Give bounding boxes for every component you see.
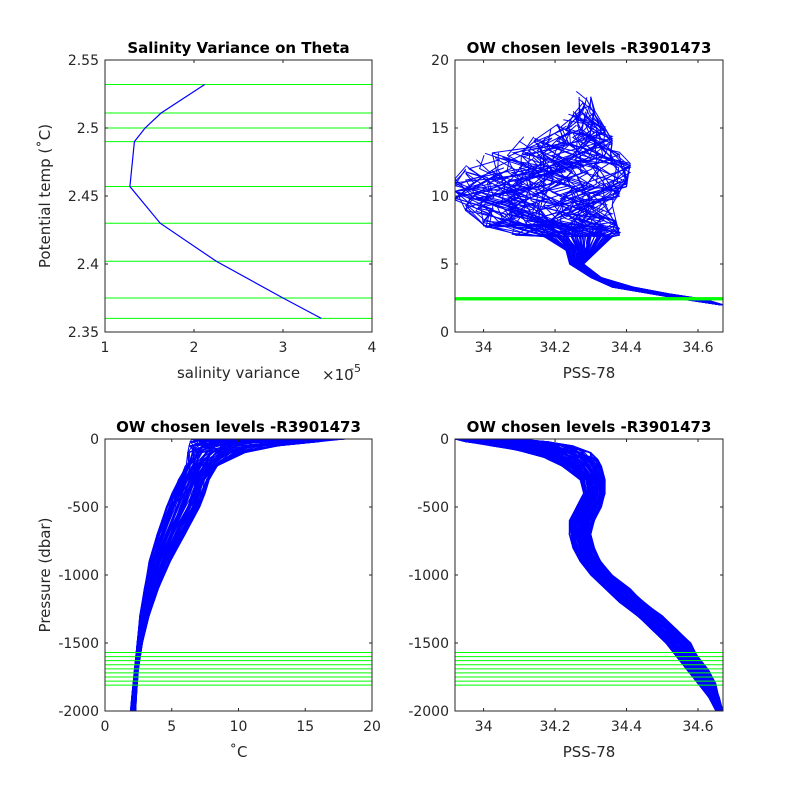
chart-title: OW chosen levels -R3901473 [116, 418, 361, 436]
profile-line [493, 439, 721, 711]
chosen-levels [455, 652, 723, 686]
plot-area [455, 91, 723, 306]
axes-background [105, 439, 372, 711]
y-tick-label: -2000 [58, 704, 99, 720]
x-tick-label: 34 [475, 340, 493, 356]
y-tick-label: -2000 [408, 704, 449, 720]
profile-line [575, 91, 723, 306]
panel-theta-vs-salinity: 34 34.2 34.4 34.6 0 5 10 15 20 OW chosen levels -… [431, 39, 724, 382]
x-tick-label: 10 [230, 719, 248, 735]
y-tick-label: 2.4 [77, 257, 99, 273]
x-axis-label: ˚C [230, 743, 248, 761]
x-tick-label: 15 [296, 719, 314, 735]
x-tick-label: 20 [363, 719, 381, 735]
x-tick-label: 2 [190, 340, 199, 356]
profiles [455, 439, 723, 711]
y-tick-label: 10 [431, 189, 449, 205]
x-tick-label: 34.2 [539, 719, 570, 735]
chart-title: OW chosen levels -R3901473 [467, 418, 712, 436]
x-exponent-power: -5 [350, 362, 361, 375]
profile-line [508, 439, 723, 711]
y-tick-label: 0 [440, 325, 449, 341]
plot-area [455, 439, 723, 711]
x-tick-label: 34.2 [539, 340, 570, 356]
y-tick-label: 20 [431, 53, 449, 69]
y-tick-label: 2.55 [68, 53, 99, 69]
variance-line [129, 83, 322, 319]
x-tick-label: 4 [368, 340, 377, 356]
panel-salinity-variance: 1 2 3 4 2.35 2.4 2.45 2.5 2.55 Salinity Variance … [36, 39, 377, 384]
x-tick-label: 34.6 [682, 340, 713, 356]
y-tick-label: 2.45 [68, 189, 99, 205]
x-tick-label: 34.6 [682, 719, 713, 735]
x-tick-label: 1 [101, 340, 110, 356]
y-tick-label: -1500 [58, 636, 99, 652]
x-tick-label: 0 [101, 719, 110, 735]
x-axis-label: PSS-78 [563, 364, 616, 382]
chosen-levels [105, 83, 372, 319]
y-tick-label: 2.5 [77, 121, 99, 137]
x-tick-label: 34 [475, 719, 493, 735]
plot-area [105, 83, 372, 319]
chosen-levels [455, 297, 723, 301]
y-tick-label: -500 [67, 500, 99, 516]
y-tick-label: -500 [417, 500, 449, 516]
y-tick-label: 0 [90, 432, 99, 448]
y-tick-label: 2.35 [68, 325, 99, 341]
plot-area [105, 439, 372, 711]
panel-pressure-vs-salinity: 34 34.2 34.4 34.6 -2000 -1500 -1000 -500 0 OW cho… [408, 418, 724, 761]
x-tick-label: 34.4 [611, 719, 642, 735]
x-exponent-label: ×10 [322, 366, 354, 384]
panel-pressure-vs-temperature: 0 5 10 15 20 -2000 -1500 -1000 -500 0 OW chosen le… [36, 418, 381, 761]
chart-title: Salinity Variance on Theta [127, 39, 349, 57]
y-tick-label: -1000 [58, 568, 99, 584]
x-tick-label: 3 [279, 340, 288, 356]
profile-line [508, 439, 723, 711]
y-axis-label: Pressure (dbar) [36, 518, 54, 633]
y-tick-label: 15 [431, 121, 449, 137]
axes-background [105, 60, 372, 332]
x-axis-label: PSS-78 [563, 743, 616, 761]
x-tick-label: 34.4 [611, 340, 642, 356]
y-axis-label: Potential temp (˚C) [36, 124, 54, 268]
chosen-levels [105, 652, 372, 686]
chart-title: OW chosen levels -R3901473 [467, 39, 712, 57]
x-tick-label: 5 [167, 719, 176, 735]
profiles [455, 91, 723, 306]
y-tick-label: -1500 [408, 636, 449, 652]
y-tick-label: 5 [440, 257, 449, 273]
y-tick-label: 0 [440, 432, 449, 448]
x-axis-label: salinity variance [177, 364, 300, 382]
y-tick-label: -1000 [408, 568, 449, 584]
